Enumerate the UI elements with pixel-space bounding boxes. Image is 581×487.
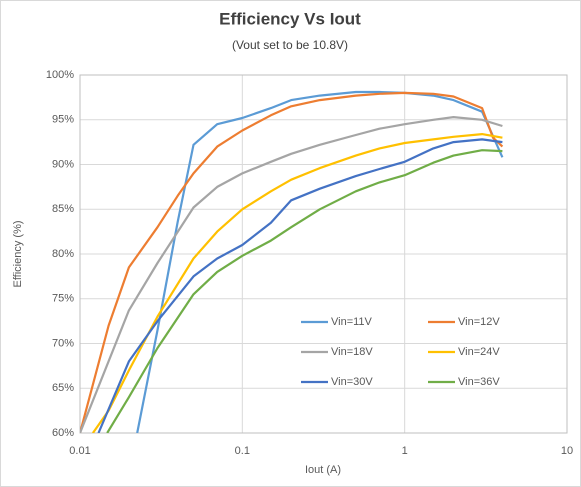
series-line [106, 149, 503, 433]
legend-label: Vin=18V [331, 346, 373, 358]
y-tick-label: 80% [52, 248, 74, 260]
series-line [80, 91, 504, 433]
legend-label: Vin=36V [458, 376, 500, 388]
legend-label: Vin=24V [458, 346, 500, 358]
y-axis-label: Efficiency (%) [12, 220, 24, 287]
legend-label: Vin=30V [331, 376, 373, 388]
y-tick-label: 95% [52, 114, 74, 126]
x-tick-label: 0.1 [235, 445, 250, 457]
plot-frame [79, 74, 568, 434]
y-tick-label: 75% [52, 293, 74, 305]
legend-label: Vin=12V [458, 316, 500, 328]
y-tick-label: 60% [52, 427, 74, 439]
y-tick-label: 65% [52, 382, 74, 394]
y-tick-label: 85% [52, 203, 74, 215]
grid [79, 74, 568, 434]
legend-label: Vin=11V [331, 316, 373, 328]
x-tick-label: 0.01 [69, 445, 90, 457]
chart-title: Efficiency Vs Iout [219, 9, 361, 28]
y-tick-label: 70% [52, 337, 74, 349]
chart-subtitle: (Vout set to be 10.8V) [232, 38, 348, 52]
series-line [80, 116, 503, 433]
legend: Vin=11V Vin=12V Vin=18V Vin=24V Vin=30V Vin=3… [301, 316, 500, 388]
series-line [97, 138, 503, 433]
x-axis-label: Iout (A) [305, 464, 341, 476]
x-tick-label: 10 [561, 445, 573, 457]
plot-lines [80, 90, 504, 433]
y-tick-label: 90% [52, 158, 74, 170]
y-tick-label: 100% [46, 69, 74, 81]
x-tick-label: 1 [402, 445, 408, 457]
